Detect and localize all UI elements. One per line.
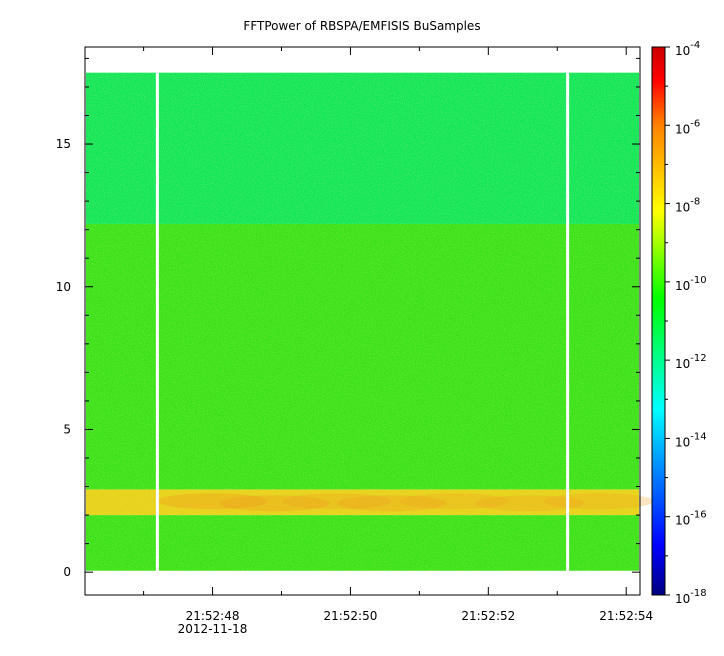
x-tick-date-label: 2012-11-18	[178, 622, 248, 636]
colorbar-tick-label: 10-12	[675, 353, 707, 371]
hotspot-blob	[336, 495, 447, 512]
hotspot-blob	[398, 493, 509, 510]
colorbar-tick-label: 10-6	[675, 118, 700, 136]
colorbar-tick-label: 10-4	[675, 40, 700, 58]
y-tick-label: 5	[63, 422, 71, 436]
colorbar-tick-label: 10-8	[675, 197, 700, 215]
colorbar-tick-label: 10-10	[675, 275, 707, 293]
x-tick-label: 21:52:54	[599, 609, 653, 623]
x-tick-label: 21:52:48	[186, 609, 240, 623]
spectrogram-noise	[86, 72, 639, 571]
colorbar-tick-label: 10-14	[675, 431, 707, 449]
data-gaps	[155, 71, 570, 572]
hotspot-blob	[219, 495, 330, 512]
colorbar-axis: 10-4 10-6 10-8 10-10 10-12 10-14 10-16 10-18	[665, 40, 707, 606]
hotspot-blob	[543, 493, 654, 510]
x-tick-label: 21:52:52	[461, 609, 515, 623]
data-gap	[566, 71, 570, 572]
colorbar-tick-label: 10-18	[675, 588, 707, 606]
spectrogram-hotspots	[157, 493, 654, 512]
y-tick-label: 15	[56, 137, 71, 151]
hotspot-blob	[157, 493, 268, 510]
hotspot-blob	[474, 495, 585, 512]
x-tick-label: 21:52:50	[323, 609, 377, 623]
noise-texture	[86, 72, 639, 571]
y-tick-label: 10	[56, 280, 71, 294]
data-gap	[155, 71, 159, 572]
y-axis: 0 5 10 15	[56, 57, 640, 579]
hotspot-blob	[281, 493, 392, 510]
colorbar	[651, 46, 666, 596]
colorbar-tick-label: 10-16	[675, 510, 707, 528]
plot-frame	[84, 46, 641, 596]
chart-title: FFTPower of RBSPA/EMFISIS BuSamples	[243, 19, 480, 33]
y-tick-label: 0	[63, 565, 71, 579]
